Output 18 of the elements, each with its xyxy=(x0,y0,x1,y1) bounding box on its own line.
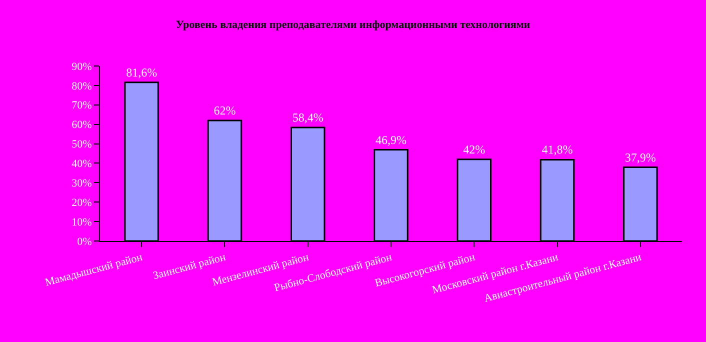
data-label: 41,8% xyxy=(542,142,573,157)
data-label: 62% xyxy=(214,103,236,118)
y-tick-label: 10% xyxy=(72,216,92,228)
data-label: 58,4% xyxy=(292,110,324,124)
data-label: 46,9% xyxy=(376,132,406,147)
chart-title: Уровень владения преподавателями информационными технологиями xyxy=(176,19,531,32)
y-tick-label: 80% xyxy=(72,80,92,92)
data-label: 37,9% xyxy=(624,150,656,164)
data-label: 81,6% xyxy=(126,65,158,80)
y-tick-label: 30% xyxy=(72,178,92,190)
y-tick-label: 20% xyxy=(72,196,92,209)
y-tick-label: 90% xyxy=(72,60,92,73)
y-tick-label: 50% xyxy=(72,138,92,151)
y-tick-label: 40% xyxy=(72,158,92,170)
data-label: 42% xyxy=(463,142,486,156)
y-tick-label: 0% xyxy=(77,236,92,248)
y-tick-label: 60% xyxy=(72,119,92,132)
y-tick-label: 70% xyxy=(72,100,92,112)
